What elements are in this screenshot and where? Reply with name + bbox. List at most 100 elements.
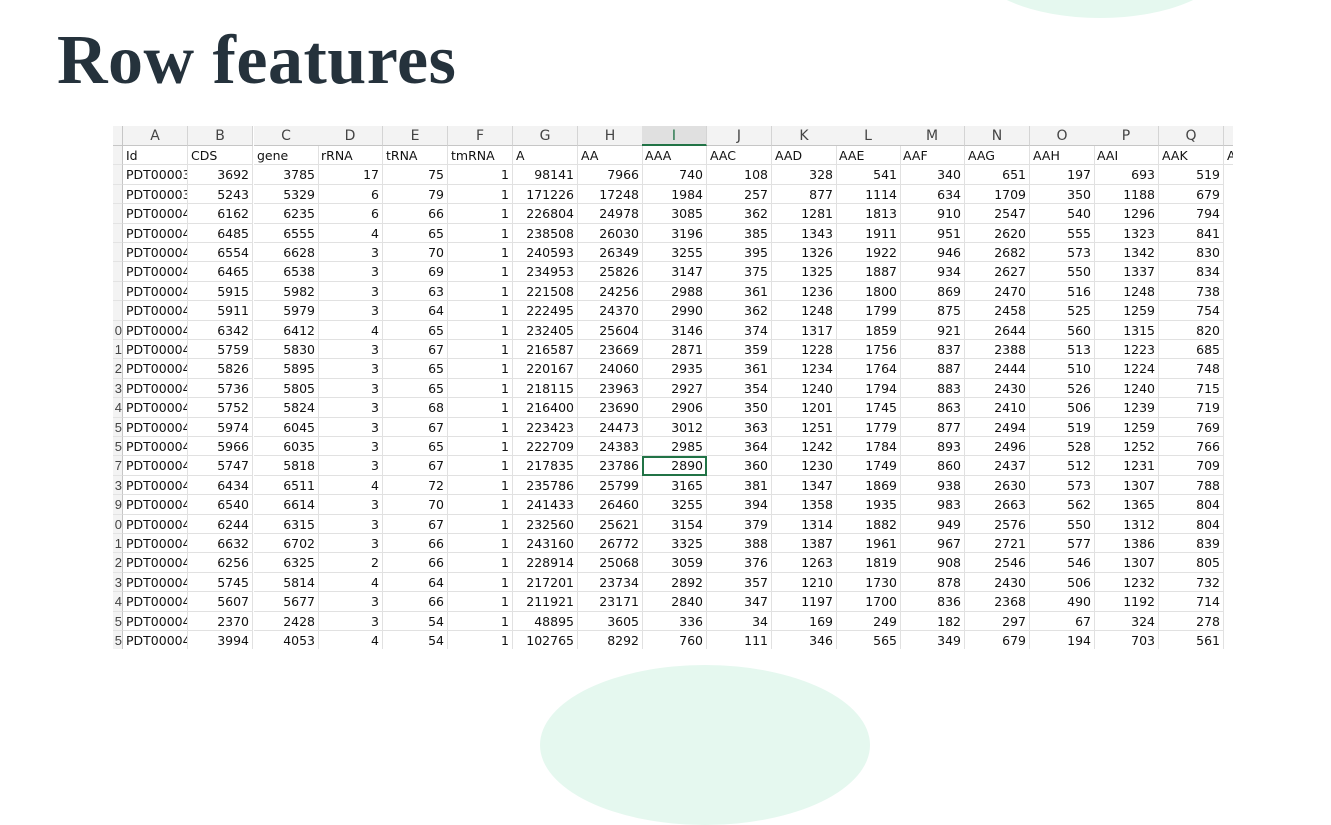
table-cell[interactable]: 2494	[965, 417, 1030, 437]
table-cell[interactable]: 1	[448, 456, 513, 476]
table-cell[interactable]: 841	[1159, 223, 1224, 243]
table-cell[interactable]: 3255	[642, 495, 707, 515]
table-cell[interactable]: 5979	[254, 301, 319, 321]
table-cell[interactable]: 3165	[642, 475, 707, 496]
table-cell[interactable]: 1230	[772, 456, 837, 476]
select-all-corner[interactable]	[113, 126, 123, 146]
column-header-b[interactable]: B	[188, 126, 253, 146]
table-cell[interactable]: 54	[383, 631, 448, 649]
table-cell[interactable]: 3	[318, 534, 383, 554]
table-cell[interactable]: PDT00004	[123, 437, 188, 457]
table-cell[interactable]: 506	[1030, 398, 1095, 418]
table-cell[interactable]: 573	[1030, 475, 1095, 496]
table-cell[interactable]: 519	[1159, 165, 1224, 185]
table-cell[interactable]: 1	[448, 165, 513, 185]
table-cell[interactable]: PDT00004	[123, 572, 188, 593]
table-cell[interactable]: 67	[383, 417, 448, 437]
table-cell[interactable]: 5243	[188, 184, 253, 205]
table-cell[interactable]: 938	[900, 475, 965, 496]
table-cell[interactable]: 1201	[772, 398, 837, 418]
table-cell[interactable]: 983	[900, 495, 965, 515]
row-number[interactable]: 3	[113, 572, 123, 593]
table-cell[interactable]: 1	[448, 514, 513, 534]
table-cell[interactable]: 4	[318, 320, 383, 340]
row-number[interactable]	[113, 223, 123, 243]
table-cell[interactable]: 359	[707, 340, 772, 360]
table-cell[interactable]: 6325	[254, 553, 319, 573]
table-cell[interactable]: 3	[318, 243, 383, 263]
table-cell[interactable]: 3	[318, 262, 383, 282]
table-cell[interactable]: 1188	[1094, 184, 1159, 205]
table-cell[interactable]: 354	[707, 378, 772, 399]
table-cell[interactable]: 6628	[254, 243, 319, 263]
table-cell[interactable]: 5911	[188, 301, 253, 321]
table-cell[interactable]: 182	[900, 611, 965, 631]
table-cell[interactable]: 1911	[836, 223, 901, 243]
row-number[interactable]	[113, 165, 123, 185]
table-cell[interactable]: 1869	[836, 475, 901, 496]
table-cell[interactable]: 651	[965, 165, 1030, 185]
header-cell[interactable]: Id	[123, 146, 188, 166]
table-cell[interactable]: 860	[900, 456, 965, 476]
table-cell[interactable]: 3146	[642, 320, 707, 340]
table-cell[interactable]: 5824	[254, 398, 319, 418]
table-cell[interactable]: 1315	[1094, 320, 1159, 340]
table-cell[interactable]: 839	[1159, 534, 1224, 554]
table-cell[interactable]: 238508	[513, 223, 578, 243]
table-cell[interactable]: 1859	[836, 320, 901, 340]
table-cell[interactable]: 1	[448, 495, 513, 515]
table-cell[interactable]: 297	[965, 611, 1030, 631]
table-cell[interactable]: 2871	[642, 340, 707, 360]
table-cell[interactable]: 732	[1159, 572, 1224, 593]
table-cell[interactable]: 364	[707, 437, 772, 457]
table-cell[interactable]: 1197	[772, 592, 837, 612]
table-cell[interactable]: 1819	[836, 553, 901, 573]
table-cell[interactable]: 1882	[836, 514, 901, 534]
table-cell[interactable]: 347	[707, 592, 772, 612]
table-cell[interactable]: 1	[448, 204, 513, 224]
table-cell[interactable]: 5677	[254, 592, 319, 612]
table-cell[interactable]: 1223	[1094, 340, 1159, 360]
table-cell[interactable]: 102765	[513, 631, 578, 649]
table-cell[interactable]: 3012	[642, 417, 707, 437]
row-number[interactable]	[113, 301, 123, 321]
table-cell[interactable]: 72	[383, 475, 448, 496]
table-cell[interactable]: 65	[383, 223, 448, 243]
table-cell[interactable]: 573	[1030, 243, 1095, 263]
table-cell[interactable]: 362	[707, 301, 772, 321]
table-cell[interactable]: 169	[772, 611, 837, 631]
table-cell[interactable]: 951	[900, 223, 965, 243]
table-cell[interactable]: 1756	[836, 340, 901, 360]
table-cell[interactable]: 232405	[513, 320, 578, 340]
table-cell[interactable]: 2388	[965, 340, 1030, 360]
table-cell[interactable]: PDT00004	[123, 320, 188, 340]
table-cell[interactable]: 5805	[254, 378, 319, 399]
table-cell[interactable]: PDT00003	[123, 184, 188, 205]
header-cell[interactable]: AA	[578, 146, 643, 166]
table-cell[interactable]: 1210	[772, 572, 837, 593]
table-cell[interactable]: 1922	[836, 243, 901, 263]
table-cell[interactable]: 70	[383, 243, 448, 263]
header-cell[interactable]: AAH	[1030, 146, 1095, 166]
table-cell[interactable]: 1935	[836, 495, 901, 515]
table-cell[interactable]: 69	[383, 262, 448, 282]
table-cell[interactable]: 23669	[578, 340, 643, 360]
header-cell[interactable]: AAG	[965, 146, 1030, 166]
table-cell[interactable]: 5814	[254, 572, 319, 593]
table-cell[interactable]: 577	[1030, 534, 1095, 554]
row-number[interactable]: 5	[113, 417, 123, 437]
table-cell[interactable]: 1263	[772, 553, 837, 573]
row-number[interactable]: 2	[113, 553, 123, 573]
table-cell[interactable]: 376	[707, 553, 772, 573]
table-cell[interactable]: 23734	[578, 572, 643, 593]
table-cell[interactable]: 2	[318, 553, 383, 573]
header-cell[interactable]: AAD	[772, 146, 837, 166]
table-cell[interactable]: 1	[448, 184, 513, 205]
table-cell[interactable]: 1242	[772, 437, 837, 457]
column-header-i[interactable]: I	[642, 126, 707, 146]
table-cell[interactable]: 1314	[772, 514, 837, 534]
table-cell[interactable]: PDT00004	[123, 204, 188, 224]
table-cell[interactable]: 1	[448, 572, 513, 593]
table-cell[interactable]: 3085	[642, 204, 707, 224]
table-cell[interactable]: 2682	[965, 243, 1030, 263]
